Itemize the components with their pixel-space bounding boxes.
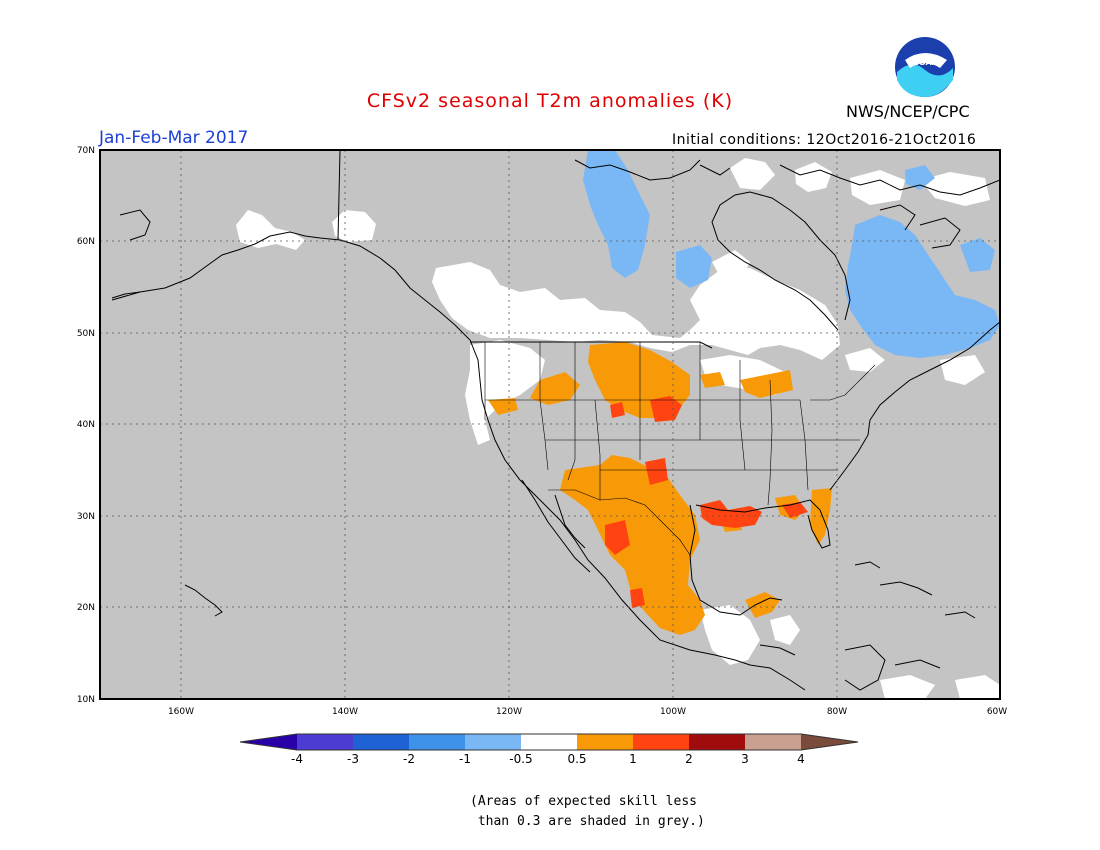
map-title: CFSv2 seasonal T2m anomalies (K) [366,90,734,112]
colorbar-cell-7 [633,734,689,750]
colorbar-label: 0.5 [567,752,586,766]
skill-footnote-line-2: than 0.3 are shaded in grey.) [470,814,705,829]
colorbar-label: -2 [403,752,415,766]
warm-anomaly-regions [488,342,832,635]
political-borders [484,342,876,556]
lat-label-60n: 60N [77,237,95,247]
org-label: NWS/NCEP/CPC [846,102,970,121]
colorbar-low-arrow [240,734,297,750]
colorbar-label: 4 [797,752,805,766]
cool-anomaly-regions [583,150,1000,358]
colorbar [239,733,859,751]
lon-label-160w: 160W [168,707,194,717]
colorbar-cell-3 [409,734,465,750]
lon-label-120w: 120W [496,707,522,717]
colorbar-labels: -4 -3 -2 -1 -0.5 0.5 1 2 3 4 [291,752,805,766]
noaa-logo-bird [905,53,947,68]
colorbar-label: -4 [291,752,303,766]
noaa-logo-text: NOAA [912,58,938,67]
season-label: Jan-Feb-Mar 2017 [99,128,249,148]
coastlines [111,150,1000,691]
lat-label-30n: 30N [77,512,95,522]
colorbar-label: -3 [347,752,359,766]
map-frame [99,149,1001,700]
lat-label-40n: 40N [77,420,95,430]
colorbar-label: 3 [741,752,749,766]
strong-warm-anomaly-regions [605,396,808,608]
graticule [100,150,1000,699]
lon-labels: 160W 140W 120W 100W 80W 60W [168,707,1007,717]
skill-footnote: (Areas of expected skill less than 0.3 a… [470,792,705,832]
lon-label-80w: 80W [827,707,847,717]
initial-conditions-label: Initial conditions: 12Oct2016-21Oct2016 [672,132,977,148]
noaa-logo-wave [897,64,953,97]
colorbar-cell-2 [353,734,409,750]
skill-footnote-line-1: (Areas of expected skill less [470,794,697,809]
lon-label-60w: 60W [987,707,1007,717]
colorbar-label: -1 [459,752,471,766]
lat-label-20n: 20N [77,603,95,613]
lon-label-140w: 140W [332,707,358,717]
colorbar-cell-9 [745,734,801,750]
anomaly-shading [236,150,1000,699]
colorbar-cell-8 [689,734,745,750]
lat-label-50n: 50N [77,329,95,339]
colorbar-cell-6 [577,734,633,750]
colorbar-high-arrow [801,734,858,750]
colorbar-cell-4 [465,734,521,750]
noaa-logo: NOAA [895,37,955,97]
colorbar-outline [239,733,859,751]
lat-label-10n: 10N [77,695,95,705]
colorbar-cell-1 [297,734,353,750]
colorbar-label: 1 [629,752,637,766]
lon-label-100w: 100W [660,707,686,717]
lat-labels: 70N 60N 50N 40N 30N 20N 10N [77,146,95,705]
near-normal-regions [236,158,1000,699]
lat-label-70n: 70N [77,146,95,156]
colorbar-label: 2 [685,752,693,766]
colorbar-cell-5 [521,734,577,750]
colorbar-label: -0.5 [509,752,532,766]
